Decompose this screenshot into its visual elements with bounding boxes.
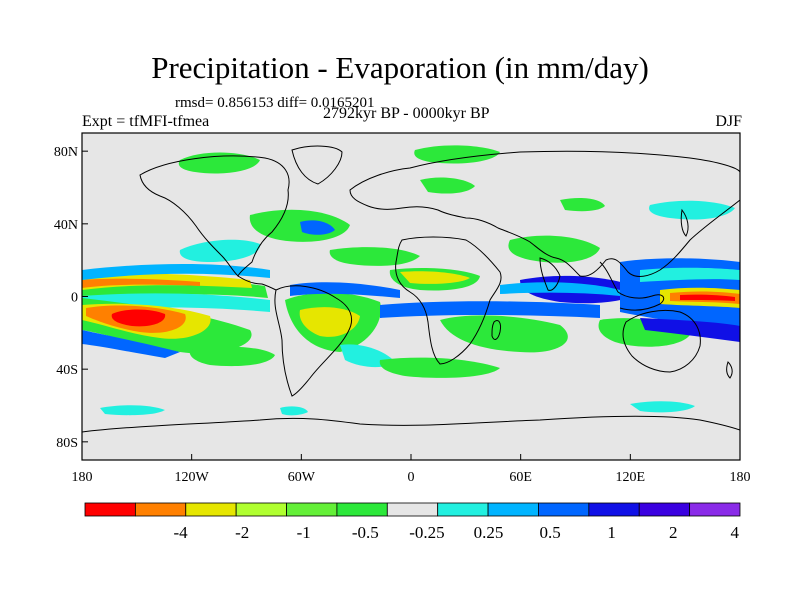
colorbar-label: 2: [669, 523, 678, 542]
lon-tick-label: 60E: [509, 470, 532, 485]
colorbar-swatch: [437, 502, 489, 517]
colorbar-swatch: [84, 502, 136, 517]
anomaly-contours: [82, 145, 740, 416]
colorbar-swatch: [538, 502, 590, 517]
anomaly-region: [440, 315, 568, 353]
coastline-greenland: [291, 145, 343, 185]
coastline-central-america: [237, 275, 277, 291]
coastline-north-america: [139, 155, 290, 277]
coastline-south-america: [274, 285, 352, 397]
lat-tick-label: 0: [71, 291, 78, 306]
anomaly-region: [630, 401, 695, 413]
colorbar-label: -0.5: [352, 523, 379, 542]
colorbar-swatch: [134, 502, 187, 517]
coastline-southeast-asia: [599, 261, 665, 311]
lon-tick-label: 120W: [175, 470, 210, 485]
anomaly-region: [300, 220, 335, 235]
anomaly-region: [82, 330, 180, 358]
colorbar-swatch: [386, 502, 439, 517]
lon-tick-label: 0: [408, 470, 415, 485]
coastline-eurasia: [349, 150, 740, 277]
lon-tick-label: 180: [730, 470, 751, 485]
colorbar-label: -2: [235, 523, 249, 542]
colorbar-label: 1: [607, 523, 616, 542]
anomaly-region: [649, 200, 735, 220]
coastlines: [82, 145, 740, 433]
anomaly-region: [299, 307, 360, 337]
colorbar-label: -4: [173, 523, 188, 542]
anomaly-region: [508, 235, 600, 263]
anomaly-region: [500, 282, 620, 296]
season-label: DJF: [715, 113, 742, 130]
anomaly-region: [560, 198, 605, 212]
lon-tick-label: 120E: [616, 470, 646, 485]
anomaly-region: [400, 271, 470, 284]
stats-label: rmsd= 0.856153 diff= 0.0165201: [175, 95, 375, 111]
anomaly-region: [640, 267, 740, 282]
coastline-antarctica: [82, 415, 740, 433]
coastline-australia: [622, 309, 701, 373]
coastline-madagascar: [491, 319, 501, 340]
colorbar-swatch: [235, 502, 287, 517]
latitude-ticks: 80N 40N 0 40S 80S: [54, 145, 88, 451]
anomaly-region: [189, 346, 275, 367]
anomaly-region: [680, 294, 735, 301]
anomaly-region: [280, 406, 308, 416]
colorbar-label: -0.25: [409, 523, 444, 542]
lat-tick-label: 80S: [56, 436, 78, 451]
anomaly-region: [380, 301, 600, 318]
chart-title: Precipitation - Evaporation (in mm/day): [151, 50, 649, 85]
anomaly-region: [179, 239, 261, 262]
anomaly-region: [100, 405, 165, 416]
lon-tick-label: 60W: [288, 470, 316, 485]
colorbar-swatch: [286, 502, 338, 517]
coastline-india: [539, 257, 561, 291]
period-label: 2792kyr BP - 0000kyr BP: [323, 105, 490, 122]
map-plot: 80N 40N 0 40S 80S 180 120W 60W 0 60E 120E 180: [54, 132, 751, 485]
anomaly-region: [82, 278, 200, 288]
colorbar-label: 0.25: [474, 523, 504, 542]
lat-tick-label: 40S: [56, 363, 78, 378]
coastline-japan: [680, 208, 689, 237]
anomaly-region: [82, 264, 270, 280]
coastline-africa: [395, 236, 502, 365]
colorbar-swatch: [185, 502, 237, 517]
anomaly-region: [640, 318, 740, 342]
lon-tick-label: 180: [72, 470, 93, 485]
anomaly-region: [111, 309, 166, 327]
colorbar: -4 -2 -1 -0.5 -0.25 0.25 0.5 1 2 4: [84, 502, 741, 542]
anomaly-region: [290, 282, 400, 298]
lat-tick-label: 40N: [54, 218, 78, 233]
coastline-new-zealand: [726, 361, 733, 379]
colorbar-label: 0.5: [539, 523, 560, 542]
experiment-label: Expt = tfMFI-tfmea: [82, 113, 210, 130]
anomaly-region: [414, 145, 500, 164]
longitude-ticks: 180 120W 60W 0 60E 120E 180: [72, 454, 751, 485]
colorbar-swatch: [588, 502, 640, 517]
anomaly-region: [420, 177, 475, 194]
anomaly-region: [379, 357, 500, 378]
colorbar-label: 4: [731, 523, 740, 542]
colorbar-swatch: [487, 502, 539, 517]
colorbar-swatch: [336, 502, 388, 517]
colorbar-swatch: [689, 502, 741, 517]
colorbar-swatch: [638, 502, 691, 517]
lat-tick-label: 80N: [54, 145, 78, 160]
colorbar-label: -1: [297, 523, 311, 542]
